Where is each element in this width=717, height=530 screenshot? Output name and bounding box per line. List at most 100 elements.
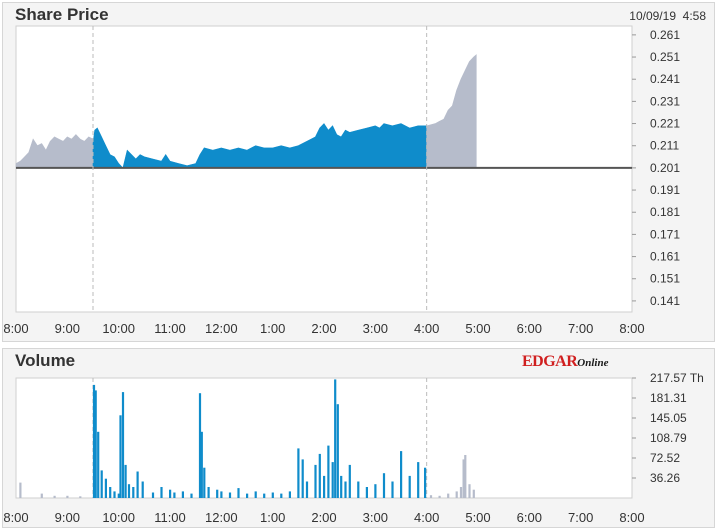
volume-bar	[336, 404, 339, 498]
volume-title: Volume	[15, 351, 76, 370]
price-x-tick-label: 4:00	[414, 321, 439, 336]
volume-x-tick-label: 1:00	[260, 510, 285, 525]
volume-bar	[228, 492, 232, 498]
volume-y-tick-label: 181.31	[650, 391, 687, 405]
volume-bar	[254, 491, 257, 498]
volume-x-tick-label: 11:00	[154, 510, 186, 525]
price-x-tick-label: 8:00	[3, 321, 28, 336]
volume-bar	[117, 493, 120, 498]
volume-bar	[365, 487, 368, 498]
volume-bar	[119, 415, 122, 498]
logo-main: EDGAR	[522, 353, 578, 370]
volume-bar	[207, 487, 210, 498]
price-y-tick-label: 0.261	[650, 28, 680, 42]
volume-x-tick-label: 12:00	[205, 510, 238, 525]
volume-bar	[190, 493, 193, 498]
volume-bar	[136, 471, 139, 498]
price-y-tick-label: 0.221	[650, 117, 680, 131]
price-y-tick-label: 0.231	[650, 94, 680, 108]
volume-x-tick-label: 8:00	[619, 510, 644, 525]
share-price-title: Share Price	[15, 5, 109, 24]
price-y-tick-label: 0.151	[650, 272, 680, 286]
price-y-tick-label: 0.241	[650, 72, 680, 86]
volume-bar	[246, 493, 249, 498]
volume-bar	[374, 484, 377, 498]
volume-bar	[53, 495, 56, 498]
volume-bar	[429, 495, 433, 498]
price-x-tick-label: 6:00	[517, 321, 542, 336]
volume-bar	[92, 384, 96, 498]
price-y-tick-label: 0.191	[650, 183, 680, 197]
volume-bar	[348, 464, 351, 498]
price-x-tick-label: 3:00	[363, 321, 388, 336]
volume-bar	[447, 493, 450, 498]
volume-bar	[198, 393, 202, 498]
volume-bar	[40, 493, 43, 498]
price-plot-area	[15, 25, 633, 313]
volume-bar	[331, 462, 334, 498]
volume-bar	[100, 470, 103, 498]
volume-bar	[318, 453, 321, 498]
edgar-online-logo: EDGAROnline	[522, 353, 608, 371]
volume-bar	[288, 491, 291, 498]
volume-bar	[357, 481, 360, 498]
volume-bar	[160, 487, 163, 498]
volume-bar	[305, 481, 309, 498]
volume-bar	[203, 467, 206, 498]
volume-bar	[323, 475, 326, 498]
volume-bar	[271, 492, 274, 498]
volume-bar	[417, 462, 420, 498]
volume-bar	[237, 488, 240, 498]
volume-bar	[141, 481, 144, 498]
volume-bar	[327, 445, 330, 498]
volume-bar	[382, 473, 386, 498]
price-y-tick-label: 0.141	[650, 294, 680, 308]
price-x-tick-label: 10:00	[102, 321, 135, 336]
volume-bar	[97, 431, 100, 498]
price-area-after-hours	[426, 54, 477, 169]
volume-x-tick-label: 9:00	[55, 510, 80, 525]
volume-bar	[459, 487, 463, 498]
price-x-tick-label: 12:00	[205, 321, 238, 336]
price-y-tick-label: 0.161	[650, 250, 680, 264]
quote-time: 4:58	[682, 9, 706, 23]
volume-bar	[472, 489, 475, 498]
volume-bar	[109, 487, 112, 498]
volume-bar	[280, 493, 283, 498]
volume-bar	[94, 390, 97, 498]
volume-bar	[468, 484, 471, 498]
volume-x-tick-label: 8:00	[3, 510, 28, 525]
volume-x-tick-label: 5:00	[465, 510, 490, 525]
volume-bar	[169, 489, 172, 498]
volume-x-tick-label: 3:00	[363, 510, 388, 525]
price-y-tick-label: 0.171	[650, 227, 680, 241]
volume-bar	[301, 459, 304, 498]
volume-bar	[200, 431, 203, 498]
volume-y-tick-label: 217.57 Th	[650, 371, 704, 385]
volume-x-tick-label: 2:00	[311, 510, 336, 525]
volume-bar	[220, 491, 223, 498]
volume-x-tick-label: 7:00	[568, 510, 593, 525]
price-y-tick-label: 0.181	[650, 205, 680, 219]
volume-bar	[173, 492, 176, 498]
price-y-tick-label: 0.201	[650, 161, 680, 175]
volume-bar	[132, 487, 135, 498]
price-x-tick-label: 5:00	[465, 321, 490, 336]
volume-bar	[297, 448, 300, 498]
volume-bar	[124, 464, 127, 498]
volume-y-tick-label: 36.26	[650, 471, 680, 485]
price-y-tick-label: 0.251	[650, 50, 680, 64]
quote-date: 10/09/19	[629, 9, 676, 23]
price-x-tick-label: 1:00	[260, 321, 285, 336]
price-x-tick-label: 8:00	[619, 321, 644, 336]
volume-bar	[438, 495, 441, 498]
volume-bar	[19, 482, 22, 498]
volume-bar	[66, 495, 69, 498]
volume-x-tick-label: 10:00	[102, 510, 135, 525]
volume-bar	[113, 491, 116, 498]
volume-x-tick-label: 6:00	[517, 510, 542, 525]
volume-bar	[181, 491, 184, 498]
price-y-tick-label: 0.211	[650, 139, 679, 153]
volume-bar	[455, 491, 458, 498]
volume-bar	[216, 489, 219, 498]
